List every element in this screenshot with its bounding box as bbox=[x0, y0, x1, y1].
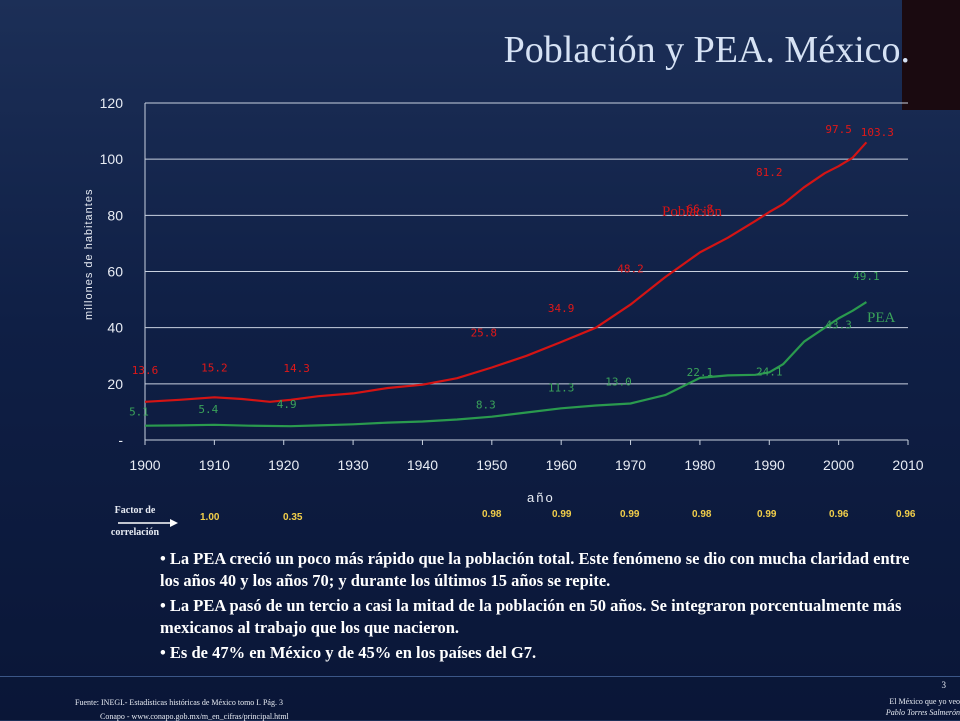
x-tick-label: 1900 bbox=[129, 457, 160, 473]
brand-line: El México que yo veo bbox=[889, 697, 960, 706]
x-tick-label: 1910 bbox=[199, 457, 230, 473]
correlation-value: 0.96 bbox=[896, 509, 916, 520]
y-tick-label: 120 bbox=[100, 95, 124, 111]
population-chart: - 20 40 60 80 100 120 1900 1910 1920 1930 1940 1950 1… bbox=[83, 95, 924, 505]
y-tick-label: 40 bbox=[107, 320, 123, 336]
bullet-item: • La PEA creció un poco más rápido que l… bbox=[160, 549, 910, 590]
corner-decoration bbox=[902, 0, 960, 110]
data-label: 24.1 bbox=[756, 365, 783, 378]
data-label: 48.2 bbox=[617, 263, 644, 276]
correlation-arrow-icon bbox=[118, 519, 178, 527]
series-line-pea bbox=[144, 301, 867, 428]
correlation-value: 0.99 bbox=[552, 509, 572, 520]
x-tick-label: 1980 bbox=[684, 457, 715, 473]
correlation-value: 0.98 bbox=[692, 509, 712, 520]
correlation-value: 0.35 bbox=[283, 512, 303, 523]
data-label: 66.8 bbox=[687, 202, 714, 215]
correlation-title: Factor de correlación bbox=[100, 500, 170, 544]
correlation-title-line2: correlación bbox=[110, 527, 160, 538]
y-tick-label: - bbox=[118, 432, 123, 448]
x-tick-label: 1950 bbox=[476, 457, 507, 473]
x-tick-label: 1940 bbox=[407, 457, 438, 473]
data-label: 8.3 bbox=[476, 399, 496, 412]
x-tick-label: 1990 bbox=[754, 457, 785, 473]
data-label: 4.9 bbox=[277, 398, 297, 411]
data-label: 49.1 bbox=[853, 270, 880, 283]
correlation-value: 1.00 bbox=[200, 512, 220, 523]
data-label: 81.2 bbox=[756, 166, 783, 179]
correlation-value: 0.96 bbox=[829, 509, 849, 520]
x-tick-label: 1970 bbox=[615, 457, 646, 473]
bullet-item: • Es de 47% en México y de 45% en los pa… bbox=[160, 643, 537, 662]
chart-grid bbox=[145, 102, 908, 385]
correlation-title-line1: Factor de bbox=[114, 505, 156, 516]
data-label: 97.5 bbox=[825, 123, 852, 136]
x-axis-label: año bbox=[527, 490, 555, 505]
data-label: 5.1 bbox=[129, 406, 149, 419]
data-label: 13.6 bbox=[132, 364, 159, 377]
chart-axes bbox=[144, 103, 908, 441]
source-note: Fuente: INEGI.- Estadísticas históricas … bbox=[75, 698, 283, 707]
footer-divider bbox=[0, 676, 960, 677]
y-tick-label: 100 bbox=[100, 151, 124, 167]
page-number: 3 bbox=[941, 680, 947, 690]
page-title: Población y PEA. México. bbox=[503, 29, 910, 71]
chart-data-labels: 13.6 15.2 14.3 25.8 34.9 48.2 66.8 81.2 97.5 103.… bbox=[129, 123, 895, 418]
y-tick-label: 80 bbox=[107, 207, 123, 223]
x-tick-label: 1920 bbox=[268, 457, 299, 473]
data-label: 22.1 bbox=[687, 366, 714, 379]
correlation-value: 0.99 bbox=[620, 509, 640, 520]
data-label: 13.0 bbox=[605, 375, 632, 388]
bullet-item: • La PEA pasó de un tercio a casi la mit… bbox=[160, 596, 902, 637]
data-label: 43.3 bbox=[825, 318, 852, 331]
x-tick-label: 1930 bbox=[338, 457, 369, 473]
x-tick-label: 1960 bbox=[546, 457, 577, 473]
data-label: 14.3 bbox=[283, 362, 310, 375]
chart-ticks: - 20 40 60 80 100 120 1900 1910 1920 1930 1940 1950 1… bbox=[100, 95, 924, 473]
data-label: 5.4 bbox=[198, 403, 218, 416]
series-name-label: PEA bbox=[867, 310, 896, 326]
correlation-value: 0.98 bbox=[482, 509, 502, 520]
y-tick-label: 60 bbox=[107, 264, 123, 280]
data-label: 11.3 bbox=[548, 381, 575, 394]
data-label: 103.3 bbox=[861, 126, 894, 139]
series-name-label: Población bbox=[662, 204, 722, 220]
series-line-poblacin bbox=[144, 141, 868, 403]
data-label: 34.9 bbox=[548, 302, 575, 315]
data-label: 15.2 bbox=[201, 361, 228, 374]
x-tick-label: 2010 bbox=[892, 457, 923, 473]
source-note-2: Conapo - www.conapo.gob.mx/m_en_cifras/p… bbox=[100, 712, 289, 721]
x-tick-label: 2000 bbox=[823, 457, 854, 473]
data-label: 25.8 bbox=[471, 327, 498, 340]
chart-lines bbox=[144, 141, 868, 428]
bullet-list: • La PEA creció un poco más rápido que l… bbox=[160, 548, 920, 667]
y-axis-label: millones de habitantes bbox=[83, 189, 95, 320]
y-tick-label: 20 bbox=[107, 376, 123, 392]
correlation-value: 0.99 bbox=[757, 509, 777, 520]
author-line: Pablo Torres Salmerón bbox=[885, 708, 960, 717]
